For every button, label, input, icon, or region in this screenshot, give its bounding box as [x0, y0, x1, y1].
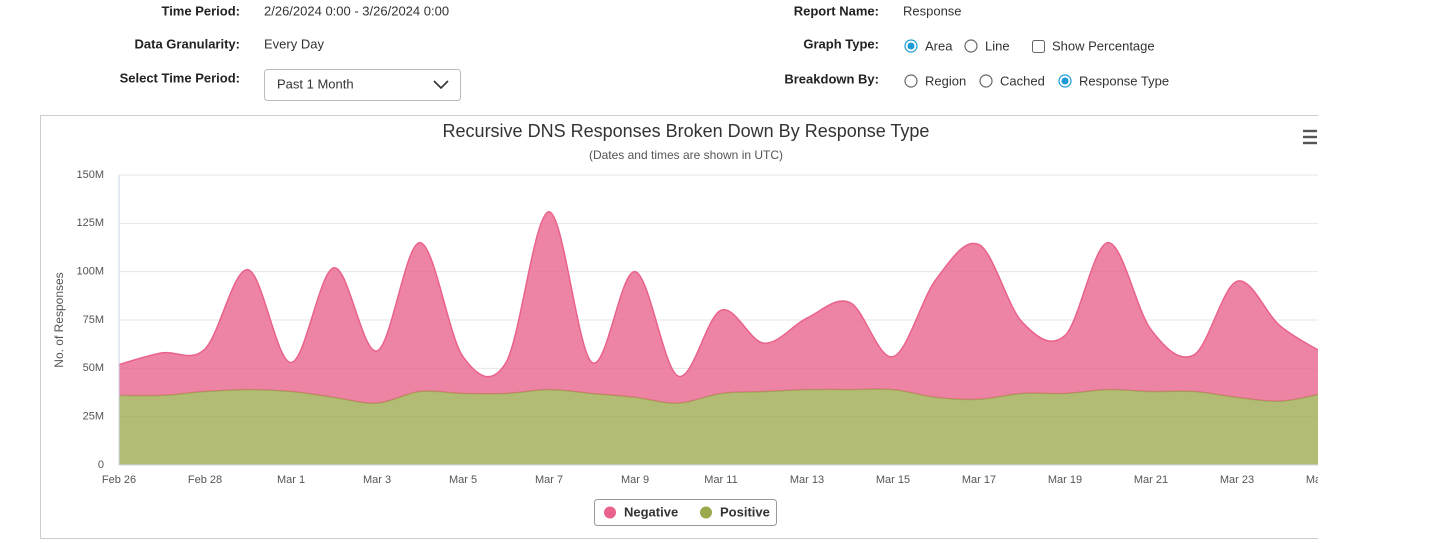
x-tick-label: Mar 23: [1220, 474, 1254, 486]
x-tick-label: Mar 13: [790, 474, 824, 486]
x-tick-label: Mar 11: [704, 474, 737, 486]
chart-title: Recursive DNS Responses Broken Down By R…: [443, 121, 930, 141]
menu-icon[interactable]: [1303, 129, 1317, 145]
y-tick-label: 100M: [76, 266, 104, 278]
legend-swatch[interactable]: [700, 506, 712, 519]
y-tick-label: 50M: [83, 362, 104, 374]
field-label: Data Granularity:: [135, 36, 240, 51]
frame-cut: [1318, 110, 1440, 543]
y-tick-label: 150M: [76, 169, 104, 181]
radio-label[interactable]: Cached: [1000, 73, 1045, 88]
radio[interactable]: [904, 74, 918, 88]
y-axis-label: No. of Responses: [52, 272, 66, 367]
area-line: [118, 210, 1318, 378]
x-tick-label: Mar 7: [535, 474, 563, 486]
dropdown-arrow[interactable]: [433, 80, 449, 90]
field-label: Graph Type:: [803, 36, 879, 51]
plot: Feb 26 Feb 28 Mar 1 Mar 3 Mar 5 Mar 7 Mar 9 Mar…: [102, 210, 1340, 486]
area: [119, 389, 1318, 465]
x-tick-label: Mar 17: [962, 474, 996, 486]
field-label: Breakdown By:: [784, 71, 879, 86]
field-value: Every Day: [264, 36, 324, 51]
field-label: Report Name:: [794, 3, 879, 18]
checkbox-label[interactable]: Show Percentage: [1052, 38, 1155, 53]
radio-dot[interactable]: [907, 42, 915, 50]
legend-label[interactable]: Positive: [720, 504, 770, 519]
field-value: 2/26/2024 0:00 - 3/26/2024 0:00: [264, 3, 449, 18]
checkbox[interactable]: [1032, 40, 1045, 53]
x-tick-label: Feb 26: [102, 474, 136, 486]
x-tick-label: Mar 9: [621, 474, 649, 486]
radio[interactable]: [979, 74, 993, 88]
y-tick-label: 75M: [83, 314, 104, 326]
x-tick-label: Mar 21: [1134, 474, 1168, 486]
area: [119, 211, 1318, 404]
y-tick-label: 125M: [76, 217, 104, 229]
radio-label[interactable]: Area: [925, 38, 953, 53]
dropdown-value[interactable]: Past 1 Month: [277, 76, 354, 91]
x-tick-label: Mar 5: [449, 474, 477, 486]
x-tick-label: Mar 15: [876, 474, 910, 486]
radio[interactable]: [964, 39, 978, 53]
x-tick-label: Feb 28: [188, 474, 222, 486]
dropdown[interactable]: Past 1 Month: [264, 69, 461, 101]
field-label: Select Time Period:: [120, 70, 240, 85]
radio-label[interactable]: Region: [925, 73, 966, 88]
legend[interactable]: Negative Positive: [594, 499, 777, 526]
radio-label[interactable]: Response Type: [1079, 73, 1169, 88]
dropdown-box[interactable]: [264, 69, 461, 101]
y-tick-label: 0: [98, 459, 104, 471]
radio-label[interactable]: Line: [985, 38, 1010, 53]
x-tick-label: Mar 1: [277, 474, 305, 486]
field-value: Response: [903, 3, 962, 18]
legend-box[interactable]: [594, 499, 777, 526]
field-label: Time Period:: [161, 3, 240, 18]
x-tick-label: Mar 3: [363, 474, 391, 486]
x-tick-label: Mar 19: [1048, 474, 1082, 486]
legend-label[interactable]: Negative: [624, 504, 678, 519]
y-tick-label: 25M: [83, 411, 104, 423]
x-tick-label: Mar 25: [1306, 474, 1340, 486]
radio-dot[interactable]: [1061, 77, 1069, 85]
legend-swatch[interactable]: [604, 506, 616, 519]
chart-subtitle: (Dates and times are shown in UTC): [589, 148, 783, 162]
